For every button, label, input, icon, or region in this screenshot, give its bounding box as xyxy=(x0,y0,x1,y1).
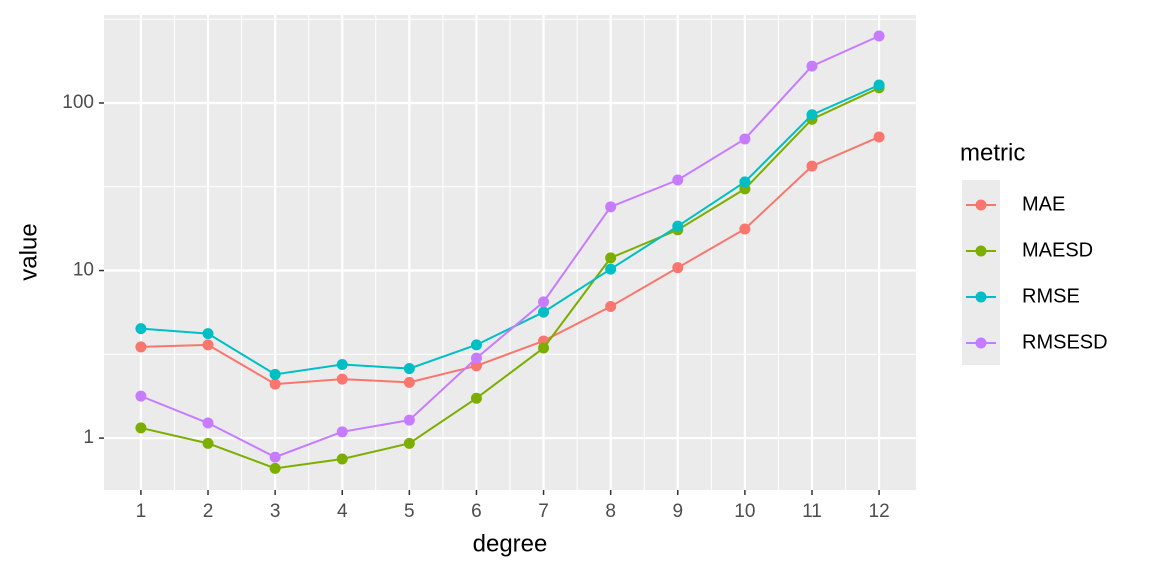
point xyxy=(135,390,147,402)
point xyxy=(269,378,281,390)
legend-label: MAE xyxy=(1022,193,1065,215)
point xyxy=(202,417,214,429)
point xyxy=(336,358,348,370)
point xyxy=(538,296,550,308)
point xyxy=(135,422,147,434)
legend-label: MAESD xyxy=(1022,239,1093,261)
series-line xyxy=(140,35,880,459)
point xyxy=(739,223,751,235)
x-tick-label: 9 xyxy=(672,501,683,522)
point xyxy=(470,360,482,372)
x-tick-label: 1 xyxy=(136,501,147,522)
legend-keys xyxy=(962,180,1000,365)
point xyxy=(806,109,818,121)
point xyxy=(739,133,751,145)
point xyxy=(403,363,415,375)
point xyxy=(672,220,684,232)
x-tick-label: 11 xyxy=(802,501,822,522)
point xyxy=(605,201,617,213)
point xyxy=(403,437,415,449)
legend-label: RMSESD xyxy=(1022,331,1108,353)
point xyxy=(605,263,617,275)
x-tick-label: 6 xyxy=(471,501,482,522)
point xyxy=(202,328,214,340)
point xyxy=(873,30,885,42)
point xyxy=(806,160,818,172)
point xyxy=(739,176,751,188)
x-tick-label: 3 xyxy=(270,501,281,522)
y-axis-title: value xyxy=(15,223,42,280)
point xyxy=(672,174,684,186)
point xyxy=(470,339,482,351)
point xyxy=(470,352,482,364)
point xyxy=(336,373,348,385)
point xyxy=(403,414,415,426)
x-tick-label: 5 xyxy=(404,501,415,522)
legend-title: metric xyxy=(960,139,1025,166)
x-tick-label: 12 xyxy=(869,501,890,522)
legend-point xyxy=(975,291,987,303)
x-tick-label: 2 xyxy=(203,501,214,522)
point xyxy=(605,301,617,313)
legend-point xyxy=(975,245,987,257)
point xyxy=(873,131,885,143)
point xyxy=(538,342,550,354)
point xyxy=(470,392,482,404)
point xyxy=(672,262,684,274)
x-tick-label: 7 xyxy=(538,501,549,522)
series-line xyxy=(140,136,880,386)
point xyxy=(605,252,617,264)
point xyxy=(336,426,348,438)
y-tick-label: 100 xyxy=(62,92,94,113)
legend-point xyxy=(975,199,987,211)
x-tick-label: 8 xyxy=(605,501,616,522)
point xyxy=(336,453,348,465)
point xyxy=(269,451,281,463)
point xyxy=(538,306,550,318)
series-line xyxy=(140,87,880,470)
x-axis-title: degree xyxy=(473,530,548,557)
point xyxy=(403,376,415,388)
point xyxy=(202,437,214,449)
point xyxy=(873,79,885,91)
x-tick-label: 4 xyxy=(337,501,348,522)
y-tick-label: 10 xyxy=(73,260,94,281)
legend-point xyxy=(975,337,987,349)
point xyxy=(202,339,214,351)
point xyxy=(135,341,147,353)
y-tick-label: 1 xyxy=(83,427,94,448)
series-line xyxy=(140,84,880,376)
point xyxy=(806,60,818,72)
point xyxy=(135,323,147,335)
point xyxy=(269,368,281,380)
x-tick-label: 10 xyxy=(734,501,755,522)
point xyxy=(269,462,281,474)
legend-label: RMSE xyxy=(1022,285,1080,307)
